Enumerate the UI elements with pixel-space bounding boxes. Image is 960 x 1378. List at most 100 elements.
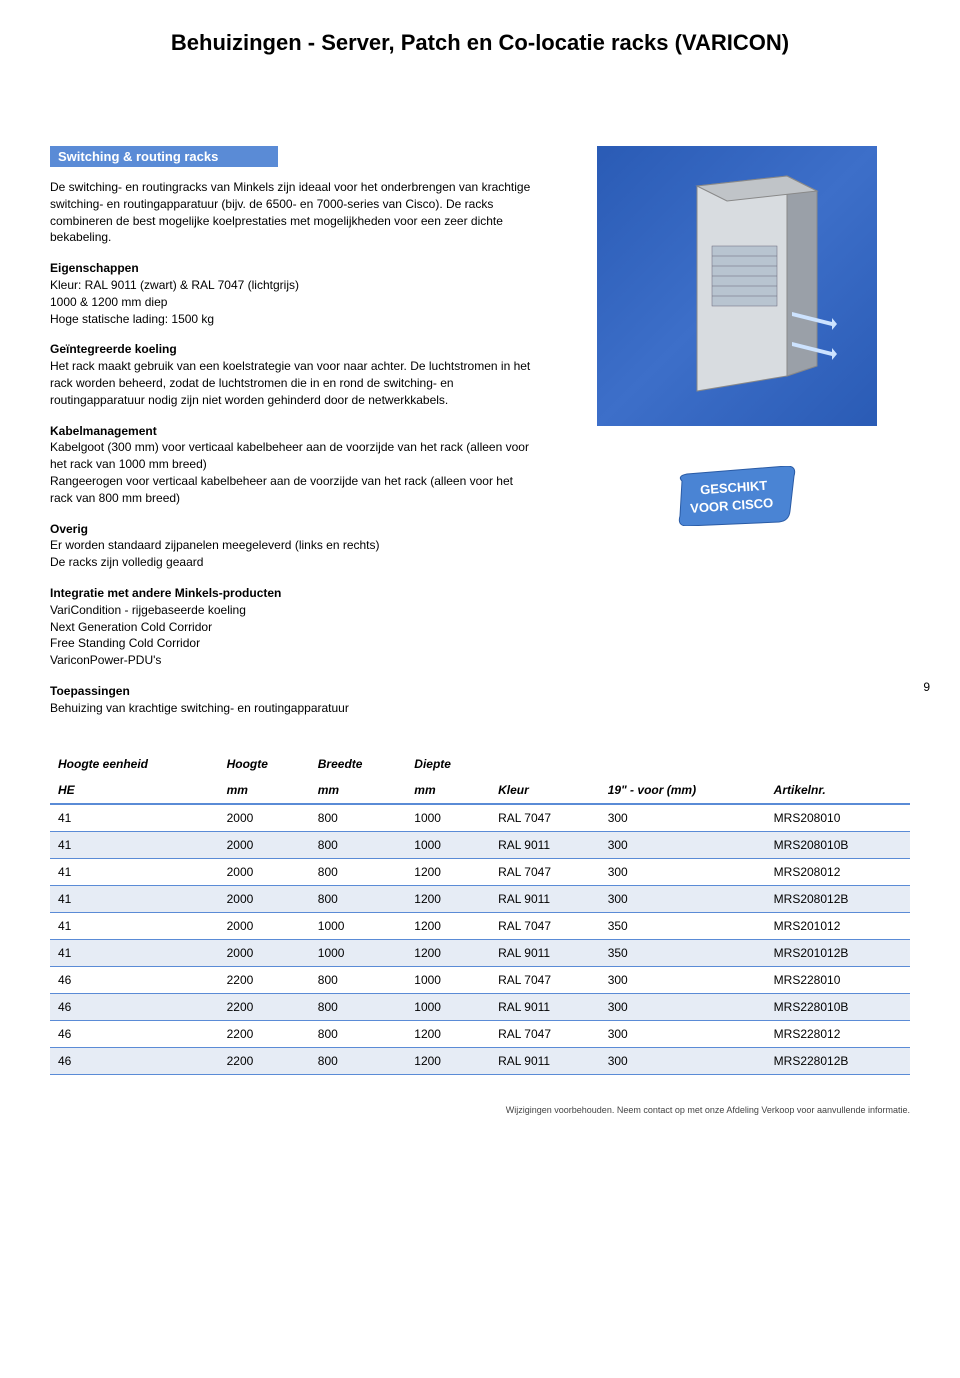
table-cell: 300 xyxy=(600,885,766,912)
product-table: Hoogte eenheid Hoogte Breedte Diepte HE … xyxy=(50,751,910,1075)
table-cell: 41 xyxy=(50,939,219,966)
table-row: 4120008001200RAL 9011300MRS208012B xyxy=(50,885,910,912)
section-banner: Switching & routing racks xyxy=(50,146,278,167)
table-row: 41200010001200RAL 7047350MRS201012 xyxy=(50,912,910,939)
table-row: 4622008001200RAL 9011300MRS228012B xyxy=(50,1047,910,1074)
kabel-line: Kabelgoot (300 mm) voor verticaal kabelb… xyxy=(50,440,529,471)
eigenschappen-block: Eigenschappen Kleur: RAL 9011 (zwart) & … xyxy=(50,260,534,327)
toepassingen-block: Toepassingen Behuizing van krachtige swi… xyxy=(50,683,534,717)
table-cell: 300 xyxy=(600,831,766,858)
table-cell: 800 xyxy=(310,1020,407,1047)
table-cell: 41 xyxy=(50,858,219,885)
th: 19" - voor (mm) xyxy=(600,777,766,804)
kabel-line: Rangeerogen voor verticaal kabelbeheer a… xyxy=(50,474,513,505)
th: mm xyxy=(310,777,407,804)
overig-line: Er worden standaard zijpanelen meegeleve… xyxy=(50,538,380,552)
table-cell: RAL 9011 xyxy=(490,939,600,966)
table-cell: 2000 xyxy=(219,912,310,939)
eigenschappen-line: Hoge statische lading: 1500 kg xyxy=(50,312,214,326)
table-row: 4622008001000RAL 7047300MRS228010 xyxy=(50,966,910,993)
table-cell: RAL 9011 xyxy=(490,993,600,1020)
th: Hoogte xyxy=(219,751,310,777)
overig-line: De racks zijn volledig geaard xyxy=(50,555,203,569)
table-cell: 46 xyxy=(50,1047,219,1074)
th: mm xyxy=(406,777,490,804)
overig-block: Overig Er worden standaard zijpanelen me… xyxy=(50,521,534,571)
table-cell: 2000 xyxy=(219,885,310,912)
table-cell: 1000 xyxy=(406,966,490,993)
page-number: 9 xyxy=(923,680,930,694)
integratie-line: VariconPower-PDU's xyxy=(50,653,161,667)
th: Breedte xyxy=(310,751,407,777)
table-cell: 1200 xyxy=(406,885,490,912)
th xyxy=(766,751,910,777)
table-cell: MRS228012 xyxy=(766,1020,910,1047)
integratie-line: VariCondition - rijgebaseerde koeling xyxy=(50,603,246,617)
table-cell: 300 xyxy=(600,993,766,1020)
kabel-block: Kabelmanagement Kabelgoot (300 mm) voor … xyxy=(50,423,534,507)
table-cell: 2200 xyxy=(219,1020,310,1047)
table-cell: 2200 xyxy=(219,1047,310,1074)
th: mm xyxy=(219,777,310,804)
table-cell: RAL 7047 xyxy=(490,804,600,832)
table-cell: 800 xyxy=(310,858,407,885)
table-cell: 2000 xyxy=(219,831,310,858)
table-cell: 300 xyxy=(600,804,766,832)
table-row: 41200010001200RAL 9011350MRS201012B xyxy=(50,939,910,966)
table-cell: MRS208010B xyxy=(766,831,910,858)
table-header-row-1: Hoogte eenheid Hoogte Breedte Diepte xyxy=(50,751,910,777)
table-cell: 2000 xyxy=(219,804,310,832)
overig-title: Overig xyxy=(50,522,88,536)
table-cell: 2200 xyxy=(219,966,310,993)
left-column: Switching & routing racks De switching- … xyxy=(50,146,534,731)
table-cell: MRS208012B xyxy=(766,885,910,912)
th: HE xyxy=(50,777,219,804)
table-cell: RAL 9011 xyxy=(490,1047,600,1074)
th xyxy=(600,751,766,777)
table-cell: 1200 xyxy=(406,912,490,939)
table-cell: MRS208010 xyxy=(766,804,910,832)
table-cell: 800 xyxy=(310,804,407,832)
table-cell: 41 xyxy=(50,831,219,858)
table-cell: 800 xyxy=(310,993,407,1020)
server-rack-icon xyxy=(637,166,837,406)
table-cell: 2000 xyxy=(219,858,310,885)
cisco-badge: GESCHIKT VOOR CISCO xyxy=(672,466,802,526)
table-cell: 1000 xyxy=(406,804,490,832)
koeling-title: Geïntegreerde koeling xyxy=(50,342,177,356)
th: Diepte xyxy=(406,751,490,777)
table-cell: MRS228010B xyxy=(766,993,910,1020)
eigenschappen-line: Kleur: RAL 9011 (zwart) & RAL 7047 (lich… xyxy=(50,278,299,292)
table-cell: RAL 9011 xyxy=(490,831,600,858)
table-cell: 800 xyxy=(310,885,407,912)
table-cell: MRS228012B xyxy=(766,1047,910,1074)
toepassingen-text: Behuizing van krachtige switching- en ro… xyxy=(50,701,349,715)
intro-paragraph: De switching- en routingracks van Minkel… xyxy=(50,179,534,246)
table-cell: 46 xyxy=(50,1020,219,1047)
table-cell: 1000 xyxy=(406,993,490,1020)
table-cell: 300 xyxy=(600,1020,766,1047)
integratie-block: Integratie met andere Minkels-producten … xyxy=(50,585,534,669)
toepassingen-title: Toepassingen xyxy=(50,684,130,698)
table-row: 4622008001000RAL 9011300MRS228010B xyxy=(50,993,910,1020)
table-cell: 41 xyxy=(50,912,219,939)
table-cell: 46 xyxy=(50,966,219,993)
table-cell: 1000 xyxy=(310,939,407,966)
table-cell: 1200 xyxy=(406,858,490,885)
koeling-text: Het rack maakt gebruik van een koelstrat… xyxy=(50,359,530,407)
table-cell: 1200 xyxy=(406,1047,490,1074)
table-cell: RAL 9011 xyxy=(490,885,600,912)
table-cell: MRS208012 xyxy=(766,858,910,885)
table-cell: 2000 xyxy=(219,939,310,966)
table-cell: MRS201012 xyxy=(766,912,910,939)
table-cell: RAL 7047 xyxy=(490,858,600,885)
footer-note: Wijzigingen voorbehouden. Neem contact o… xyxy=(50,1105,910,1115)
table-cell: 350 xyxy=(600,912,766,939)
page-title: Behuizingen - Server, Patch en Co-locati… xyxy=(50,30,910,56)
eigenschappen-line: 1000 & 1200 mm diep xyxy=(50,295,167,309)
table-cell: MRS228010 xyxy=(766,966,910,993)
table-header-row-2: HE mm mm mm Kleur 19" - voor (mm) Artike… xyxy=(50,777,910,804)
right-column: GESCHIKT VOOR CISCO xyxy=(564,146,910,526)
table-row: 4120008001000RAL 9011300MRS208010B xyxy=(50,831,910,858)
table-cell: 1200 xyxy=(406,939,490,966)
